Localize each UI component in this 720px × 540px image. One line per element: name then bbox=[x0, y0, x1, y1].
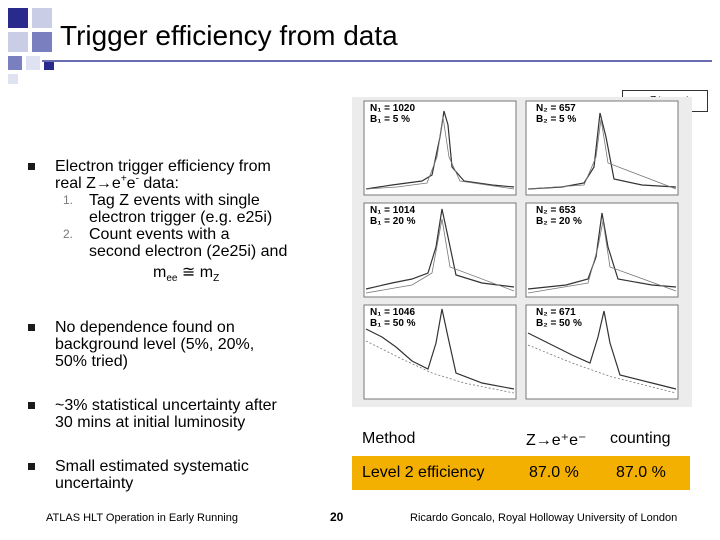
bullet-line: ~3% statistical uncertainty after bbox=[55, 397, 277, 414]
plus-sup: + bbox=[120, 173, 127, 185]
invariant-mass-plots: N₁ = 1020 B₁ = 5 % N₂ = 657 B₂ = 5 % N₁ … bbox=[352, 97, 692, 407]
bullet-text: No dependence found on background level … bbox=[55, 319, 355, 370]
table-cell-method: Level 2 efficiency bbox=[362, 464, 485, 481]
bullet-marker bbox=[28, 463, 35, 470]
footer-right: Ricardo Goncalo, Royal Holloway Universi… bbox=[410, 512, 678, 524]
sub-item-line: second electron (2e25i) and bbox=[89, 243, 288, 260]
electron: e bbox=[111, 175, 121, 192]
plot-label-n2-row3: N₂ = 671 B₂ = 50 % bbox=[536, 307, 582, 329]
bullet-line: 50% tried) bbox=[55, 353, 128, 370]
sub-item-number: 1. bbox=[63, 193, 74, 207]
mz-m: m bbox=[199, 264, 214, 281]
results-table: Method Z→e⁺e⁻ counting Level 2 efficienc… bbox=[352, 420, 690, 492]
bullet-line: background level (5%, 20%, bbox=[55, 336, 255, 353]
plot-label-n2-row1: N₂ = 657 B₂ = 5 % bbox=[536, 103, 576, 125]
plot-label-n: N₁ = 1020 bbox=[370, 103, 415, 114]
plot-label-b: B₂ = 20 % bbox=[536, 216, 582, 227]
plot-label-n1-row3: N₁ = 1046 B₁ = 50 % bbox=[370, 307, 416, 329]
mee-sub: ee bbox=[166, 273, 178, 285]
plot-row-1 bbox=[363, 100, 679, 196]
page-number: 20 bbox=[330, 510, 344, 524]
plot-label-b: B₁ = 5 % bbox=[370, 114, 410, 125]
plot-label-b: B₁ = 50 % bbox=[370, 318, 416, 329]
sub-item-line: Count events with a bbox=[89, 226, 230, 243]
bullet-line: 30 mins at initial luminosity bbox=[55, 414, 246, 431]
plot-label-b: B₂ = 5 % bbox=[536, 114, 577, 125]
arrow-symbol: → bbox=[95, 175, 112, 192]
bullet-text: ~3% statistical uncertainty after 30 min… bbox=[55, 397, 355, 431]
bullet-line: Electron trigger efficiency from bbox=[55, 158, 271, 175]
sub-item-line: Tag Z events with single bbox=[89, 192, 260, 209]
table-header-counting: counting bbox=[610, 430, 671, 447]
plot-label-n: N₁ = 1014 bbox=[370, 205, 415, 216]
plot-row-2 bbox=[363, 202, 679, 298]
sub-item-line: electron trigger (e.g. e25i) bbox=[89, 209, 273, 226]
table-header-method: Method bbox=[362, 430, 416, 447]
bullet-line: real Z→e+e- data: bbox=[55, 173, 355, 192]
approx-symbol: ≅ bbox=[177, 264, 200, 281]
footer-left: ATLAS HLT Operation in Early Running bbox=[46, 512, 238, 524]
sub-item: 1. Tag Z events with single electron tri… bbox=[55, 192, 355, 226]
table-header-zee: Z→e⁺e⁻ bbox=[526, 432, 587, 449]
plot-label-n1-row1: N₁ = 1020 B₁ = 5 % bbox=[370, 103, 415, 125]
mz-sub: Z bbox=[213, 273, 220, 285]
plot-label-n: N₂ = 671 bbox=[536, 307, 576, 318]
plots-svg bbox=[352, 97, 692, 407]
title-rule bbox=[42, 60, 712, 62]
reaction-pre: real Z bbox=[55, 175, 96, 192]
plot-label-n: N₂ = 657 bbox=[536, 103, 576, 114]
table-cell-counting: 87.0 % bbox=[616, 464, 666, 481]
table-header-row: Method Z→e⁺e⁻ counting bbox=[352, 422, 690, 456]
sub-item: 2. Count events with a second electron (… bbox=[55, 226, 355, 260]
bullet-line: No dependence found on bbox=[55, 319, 235, 336]
slide-title: Trigger efficiency from data bbox=[60, 20, 398, 51]
plot-label-b: B₁ = 20 % bbox=[370, 216, 416, 227]
reaction-post: data: bbox=[138, 175, 179, 192]
plot-label-n2-row2: N₂ = 653 B₂ = 20 % bbox=[536, 205, 582, 227]
plot-label-b: B₂ = 50 % bbox=[536, 318, 582, 329]
plot-label-n: N₂ = 653 bbox=[536, 205, 576, 216]
bullet-line: Small estimated systematic bbox=[55, 458, 249, 475]
bullet-line: uncertainty bbox=[55, 475, 134, 492]
table-row: Level 2 efficiency 87.0 % 87.0 % bbox=[352, 456, 690, 490]
mee-m: m bbox=[153, 264, 167, 281]
minus-sup: - bbox=[135, 173, 139, 185]
electron: e bbox=[126, 175, 136, 192]
bullet-marker bbox=[28, 324, 35, 331]
table-cell-zee: 87.0 % bbox=[529, 464, 579, 481]
bullet-marker bbox=[28, 402, 35, 409]
plot-label-n: N₁ = 1046 bbox=[370, 307, 415, 318]
bullet-text: Small estimated systematic uncertainty bbox=[55, 458, 355, 492]
sub-item-number: 2. bbox=[63, 227, 74, 241]
bullet-text: Electron trigger efficiency from real Z→… bbox=[55, 158, 355, 285]
mee-formula: mee ≅ mZ bbox=[55, 260, 355, 285]
plot-label-n1-row2: N₁ = 1014 B₁ = 20 % bbox=[370, 205, 416, 227]
bullet-marker bbox=[28, 163, 35, 170]
plot-row-3 bbox=[363, 304, 679, 400]
